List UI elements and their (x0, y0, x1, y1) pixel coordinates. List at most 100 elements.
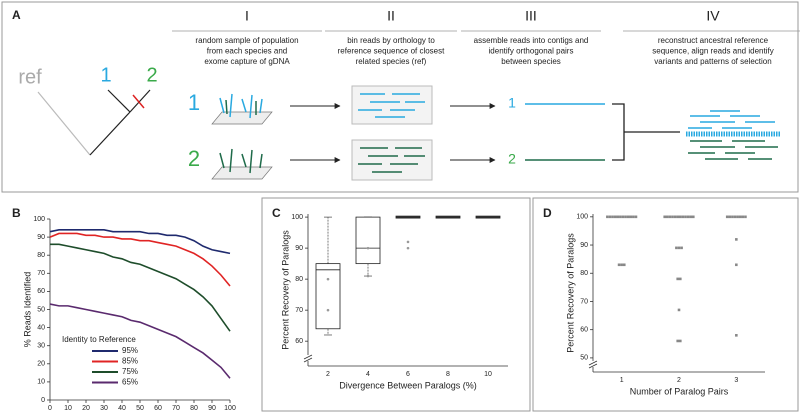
y-tick-label: 60 (580, 327, 588, 334)
y-tick-label: 90 (580, 242, 588, 249)
point (681, 215, 685, 219)
x-tick-label: 20 (82, 405, 90, 412)
step-text: variants and patterns of selection (654, 57, 771, 66)
x-tick-label: 10 (484, 371, 492, 378)
point (677, 308, 681, 312)
point (621, 215, 625, 219)
outlier (326, 277, 330, 281)
tree-label: 1 (100, 64, 111, 86)
y-tick-label: 90 (37, 234, 45, 241)
step-text: related species (ref) (356, 57, 427, 66)
point (613, 215, 617, 219)
x-tick-label: 80 (190, 405, 198, 412)
legend-label: 85% (122, 357, 138, 366)
point (622, 263, 626, 267)
x-tick-label: 2 (677, 377, 681, 384)
step-text: assemble reads into contigs and (474, 36, 589, 45)
x-tick-label: 6 (406, 371, 410, 378)
panel-label: B (12, 206, 21, 220)
step-numeral: IV (706, 8, 720, 24)
point (611, 215, 614, 219)
point (735, 263, 738, 267)
step-text: from each species and (207, 47, 288, 56)
point (606, 215, 609, 219)
step-text: reference sequence of closest (338, 47, 446, 56)
point (675, 246, 678, 250)
point (676, 339, 679, 343)
legend-label: 95% (122, 346, 138, 355)
legend-label: 65% (122, 378, 138, 387)
step-text: random sample of population (195, 36, 298, 45)
axis-break (588, 360, 598, 366)
x-tick-label: 90 (208, 405, 216, 412)
point (632, 215, 635, 219)
contig-label: 2 (508, 151, 516, 167)
point (728, 215, 732, 219)
axis-break-gap (589, 361, 597, 367)
point (626, 215, 630, 219)
x-tick-label: 0 (48, 405, 52, 412)
tree-branch (129, 89, 151, 113)
capture-icons (211, 93, 273, 180)
point (731, 215, 734, 219)
point (619, 215, 622, 219)
y-tick-label: 20 (37, 361, 45, 368)
x-tick-label: 10 (64, 405, 72, 412)
step-text: reconstruct ancestral reference (658, 36, 769, 45)
point (608, 215, 612, 219)
legend-title: Identity to Reference (62, 335, 136, 344)
y-tick-label: 30 (37, 343, 45, 350)
y-tick-label: 70 (580, 298, 588, 305)
panel-label: D (543, 206, 552, 220)
point (629, 215, 633, 219)
panel-a-frame (1, 1, 799, 193)
panel-label: C (272, 206, 281, 220)
box (355, 216, 381, 265)
x-tick-label: 4 (366, 371, 370, 378)
point (735, 238, 738, 241)
y-axis-label: Percent Recovery of Paralogs (565, 233, 575, 353)
box (315, 263, 341, 330)
x-tick-label: 60 (154, 405, 162, 412)
y-tick-label: 80 (295, 276, 303, 283)
y-tick-label: 60 (295, 338, 303, 345)
contigs (525, 103, 680, 161)
y-tick-label: 100 (291, 214, 303, 221)
axis-break (303, 357, 313, 363)
point (673, 215, 677, 219)
alignment (686, 110, 780, 160)
step-numeral: I (245, 8, 249, 24)
x-tick-label: 30 (100, 405, 108, 412)
binned-reads (351, 85, 433, 181)
step-text: bin reads by orthology to (347, 36, 435, 45)
y-axis-label: Percent Recovery of Paralogs (280, 230, 290, 350)
outlier (366, 246, 370, 250)
series-line (49, 229, 231, 255)
point (689, 215, 692, 219)
point (741, 215, 745, 219)
outlier (406, 240, 410, 244)
y-tick-label: 80 (37, 252, 45, 259)
series-line (50, 243, 231, 332)
y-tick-label: 100 (33, 216, 45, 223)
x-axis-label: Divergence Between Paralogs (%) (339, 380, 477, 390)
x-tick-label: 40 (118, 405, 126, 412)
y-tick-label: 50 (37, 306, 45, 313)
x-tick-label: 100 (224, 405, 236, 412)
point (736, 215, 739, 219)
y-tick-label: 50 (580, 355, 588, 362)
step-text: between species (501, 57, 561, 66)
series-line (49, 303, 231, 379)
y-tick-label: 70 (37, 270, 45, 277)
x-tick-label: 8 (446, 371, 450, 378)
point (677, 246, 681, 250)
point (738, 215, 742, 219)
x-tick-label: 3 (734, 377, 738, 384)
point (663, 215, 666, 219)
outlier (366, 274, 370, 278)
point (624, 215, 627, 219)
point (692, 215, 695, 219)
y-tick-label: 80 (580, 270, 588, 277)
y-tick-label: 100 (576, 214, 588, 221)
point (684, 215, 687, 219)
